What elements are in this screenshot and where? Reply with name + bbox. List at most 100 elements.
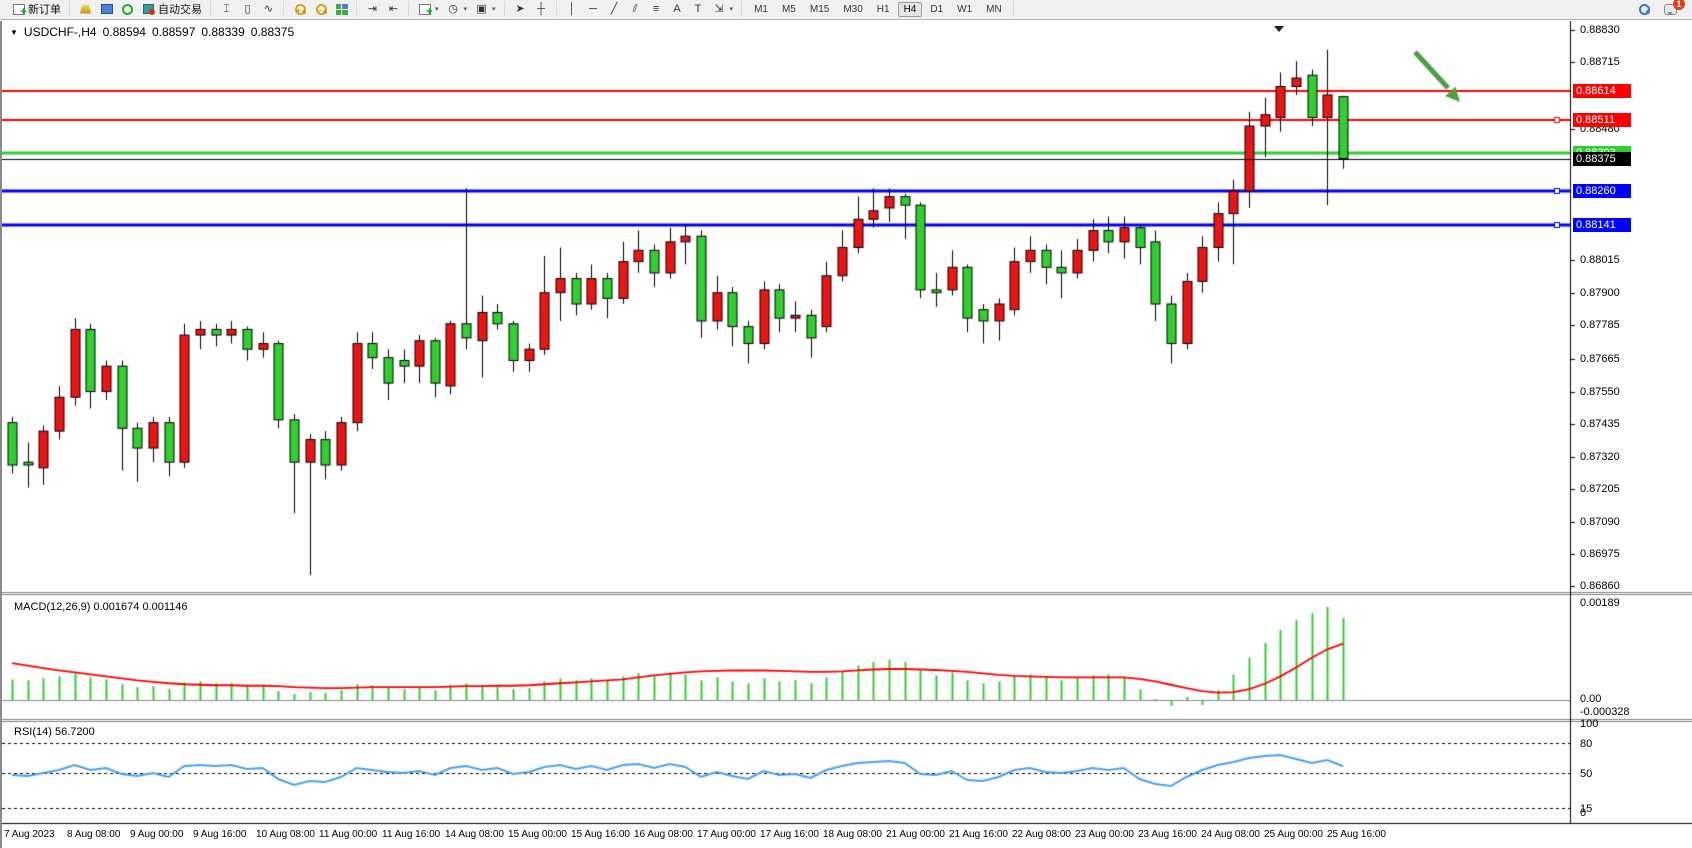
toolbar: 新订单自动交易⌶▯∿+−⇥⇤▾◷▾▣▾➤┼│─╱⫽≡AT⇲▾M1M5M15M30…: [0, 0, 1692, 20]
chevron-down-icon[interactable]: ▾: [463, 6, 468, 13]
autotrading-button: [142, 3, 155, 16]
trendline-icon[interactable]: ╱: [605, 2, 624, 17]
price-line-label-0.88141[interactable]: 0.88141: [1573, 217, 1631, 232]
price-tick: 0.87785: [1580, 319, 1620, 332]
bar-chart-icon[interactable]: ⌶: [217, 2, 236, 17]
price-line-label-0.88260[interactable]: 0.88260: [1573, 184, 1631, 198]
timeframe-m15-button[interactable]: M15: [809, 3, 830, 15]
strategy-tester-icon[interactable]: [118, 2, 137, 17]
price-tick: 0.87205: [1580, 483, 1620, 496]
chart-dropdown-icon[interactable]: ▼: [10, 27, 18, 37]
time-tick: 7 Aug 2023: [4, 829, 55, 840]
macd-label: MACD(12,26,9) 0.001674 0.001146: [14, 601, 188, 613]
terminal-icon[interactable]: [97, 2, 116, 17]
horizontal-line-icon[interactable]: ─: [584, 2, 603, 17]
timeframe-w1-button[interactable]: W1: [957, 3, 973, 15]
open-value: 0.88594: [102, 25, 146, 39]
chevron-down-icon[interactable]: ▾: [729, 6, 734, 13]
cursor-icon[interactable]: ➤: [511, 2, 530, 17]
time-tick: 11 Aug 16:00: [382, 829, 441, 840]
crosshair-icon[interactable]: ┼: [532, 2, 551, 17]
text-icon[interactable]: A: [668, 2, 687, 17]
templates-icon[interactable]: ▣ ▾: [472, 2, 499, 17]
strategy-tester-icon: [121, 3, 134, 16]
price-tick: 0.86860: [1580, 580, 1620, 593]
time-tick: 15 Aug 16:00: [571, 829, 630, 840]
time-tick: 25 Aug 16:00: [1327, 829, 1386, 840]
chart-shift-marker[interactable]: [1274, 26, 1284, 32]
price-tick: 0.87320: [1580, 450, 1620, 463]
chat-icon[interactable]: 1: [1661, 0, 1685, 17]
tile-windows-icon[interactable]: [332, 2, 351, 17]
timeframe-m30-button[interactable]: M30: [843, 3, 863, 15]
timeframe-h1-button[interactable]: H1: [876, 3, 890, 15]
text-label-icon[interactable]: T: [689, 2, 708, 17]
fibonacci-icon: ≡: [652, 2, 660, 15]
trendline-icon: ╱: [610, 2, 618, 15]
chart-window[interactable]: ▼ USDCHF-,H4 0.88594 0.88597 0.88339 0.8…: [0, 21, 1692, 848]
arrows-icon[interactable]: ⇲ ▾: [710, 2, 737, 17]
toolbar-group-objects: │ ─ ╱ ⫽ ≡ A T ⇲ ▾: [558, 1, 743, 17]
text-icon: A: [673, 2, 681, 15]
candlestick-chart-icon[interactable]: ▯: [238, 2, 257, 17]
timeframe-h4-button[interactable]: H4: [897, 1, 923, 17]
timeframe-m1-button[interactable]: M1: [754, 3, 768, 15]
line-chart-icon[interactable]: ∿: [259, 2, 278, 17]
price-tick: 0.87090: [1580, 515, 1620, 528]
price-line-label-0.88614[interactable]: 0.88614: [1573, 84, 1631, 99]
time-tick: 23 Aug 16:00: [1138, 829, 1197, 840]
text-label-icon: T: [694, 2, 702, 15]
current-price-label: 0.88375: [1573, 151, 1631, 166]
toolbar-group-add: ▾◷▾▣▾: [410, 1, 505, 19]
indicators-icon[interactable]: ▾: [415, 2, 442, 19]
metaeditor-icon[interactable]: [76, 2, 95, 17]
macd-axis-label: 0.00: [1580, 693, 1602, 705]
rsi-axis-label: 15: [1580, 803, 1593, 815]
macd-axis-label: -0.000328: [1580, 706, 1630, 718]
time-tick: 23 Aug 00:00: [1075, 829, 1134, 840]
fibonacci-icon[interactable]: ≡: [647, 2, 666, 17]
zoom-in-icon: +: [293, 3, 306, 16]
timeframe-d1-button[interactable]: D1: [930, 3, 944, 15]
price-tick: 0.87665: [1580, 353, 1620, 366]
search-icon[interactable]: [1635, 2, 1653, 17]
timeframe-m5-button[interactable]: M5: [781, 3, 796, 15]
toolbar-right: 1: [1635, 0, 1688, 17]
price-line-label-0.88511[interactable]: 0.88511: [1573, 113, 1631, 128]
zoom-out-icon[interactable]: −: [311, 2, 330, 17]
new-order-button[interactable]: 新订单: [9, 2, 64, 19]
rsi-axis-label: 0: [1580, 807, 1587, 819]
autotrading-button[interactable]: 自动交易: [139, 2, 205, 17]
price-tick: 0.87550: [1580, 385, 1620, 398]
time-tick: 9 Aug 00:00: [130, 829, 184, 840]
time-tick: 21 Aug 00:00: [886, 829, 945, 840]
new-order-button-label: 新订单: [28, 4, 61, 16]
zoom-in-icon[interactable]: +: [290, 2, 309, 17]
chart-shift-icon: ⇤: [388, 2, 399, 15]
channel-icon[interactable]: ⫽: [626, 2, 645, 17]
rsi-axis-label: 80: [1580, 738, 1593, 750]
symbol-period: USDCHF-,H4: [23, 25, 97, 39]
toolbar-group-zoom: + −: [285, 1, 357, 17]
terminal-icon: [100, 3, 113, 16]
toolbar-group-orders: 新订单: [4, 1, 70, 19]
notification-badge: 1: [1673, 0, 1685, 10]
vertical-line-icon[interactable]: │: [563, 2, 582, 17]
auto-scroll-icon: ⇥: [367, 2, 378, 15]
periods-icon[interactable]: ◷ ▾: [444, 2, 471, 17]
macd-axis-label: 0.00189: [1580, 597, 1620, 609]
time-tick: 14 Aug 08:00: [445, 829, 504, 840]
chevron-down-icon[interactable]: ▾: [492, 6, 496, 13]
new-order-button: [12, 3, 27, 19]
chevron-down-icon[interactable]: ▾: [435, 6, 439, 13]
chart-shift-icon[interactable]: ⇤: [384, 2, 403, 17]
auto-scroll-icon[interactable]: ⇥: [363, 2, 382, 17]
timeframe-mn-button[interactable]: MN: [986, 3, 1002, 15]
price-chart-canvas[interactable]: [2, 21, 1692, 848]
crosshair-icon: ┼: [537, 2, 545, 15]
price-tick: 0.87435: [1580, 418, 1620, 431]
close-value: 0.88375: [250, 25, 295, 39]
toolbar-group-chart-types: ⌶ ▯ ∿: [212, 1, 284, 17]
indicators-icon: [418, 3, 433, 19]
